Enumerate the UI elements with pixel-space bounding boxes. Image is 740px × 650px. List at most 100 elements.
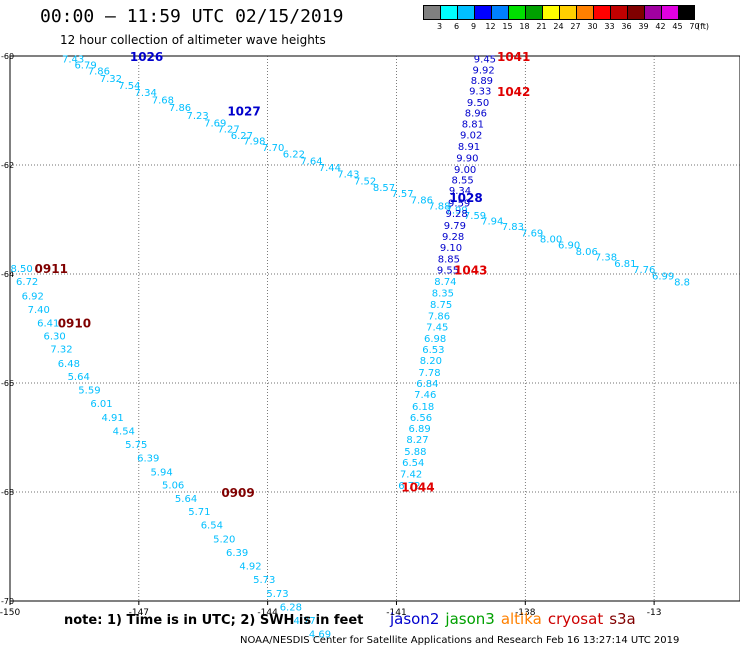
wave-height-point: 6.28: [280, 602, 302, 613]
wave-height-point: 8.75: [430, 300, 452, 311]
wave-height-point: 6.54: [402, 458, 424, 469]
time-label: 1043: [454, 264, 487, 278]
wave-height-point: 8.57: [373, 183, 395, 194]
legend-swatch: [423, 5, 440, 20]
legend-label: 42: [655, 22, 666, 31]
wave-height-point: 7.43: [337, 170, 359, 181]
wave-height-point: 7.52: [354, 176, 376, 187]
legend-swatch: [576, 5, 593, 20]
y-tick-label: -68: [1, 488, 14, 497]
legend-label: 9: [470, 22, 477, 31]
wave-height-point: 7.57: [391, 189, 413, 200]
wave-height-point: 7.32: [100, 74, 122, 85]
wave-height-point: 7.34: [135, 88, 157, 99]
legend-label: 18: [519, 22, 530, 31]
wave-height-point: 7.69: [521, 229, 543, 240]
wave-height-point: 9.50: [467, 98, 489, 109]
wave-height-point: 5.64: [175, 494, 197, 505]
wave-height-point: 7.64: [300, 157, 322, 168]
wave-height-point: 5.06: [162, 480, 184, 491]
satellite-name: jason3: [445, 610, 495, 628]
time-label: 1044: [401, 481, 434, 495]
wave-height-point: 8.96: [465, 109, 487, 120]
wave-height-point: 6.53: [422, 345, 444, 356]
wave-height-point: 7.43: [62, 55, 84, 66]
wave-height-point: 7.86: [428, 311, 450, 322]
wave-height-point: 6.84: [416, 379, 438, 390]
satellite-name: altika: [500, 610, 542, 628]
wave-height-point: 6.98: [424, 334, 446, 345]
wave-height-point: 7.78: [418, 368, 440, 379]
x-tick-label: -13: [647, 608, 662, 618]
wave-height-point: 8.74: [434, 277, 456, 288]
wave-height-point: 8.85: [438, 255, 460, 266]
wave-height-point: 7.70: [262, 143, 284, 154]
wave-height-point: 7.23: [187, 111, 209, 122]
y-tick-label: -62: [1, 161, 14, 170]
legend-label: 36: [621, 22, 632, 31]
wave-height-point: 7.38: [595, 253, 617, 264]
wave-height-point: 8.35: [432, 289, 454, 300]
wave-height-point: 7.86: [169, 103, 191, 114]
time-label: 0910: [58, 317, 91, 331]
legend-swatch: [542, 5, 559, 20]
y-tick-label: -66: [1, 379, 14, 388]
time-label: 1042: [497, 85, 530, 99]
time-label: 0911: [35, 262, 68, 276]
y-tick-label: -60: [1, 52, 14, 61]
wave-height-point: 9.00: [454, 165, 476, 176]
wave-height-point: 7.99: [445, 206, 467, 217]
legend-label: 21: [536, 22, 547, 31]
legend-unit: (ft): [697, 22, 710, 31]
wave-height-point: 7.59: [464, 211, 486, 222]
wave-height-point: 9.79: [444, 221, 466, 232]
wave-height-point: 9.59: [448, 199, 470, 210]
wave-height-point: 5.20: [213, 534, 235, 545]
x-tick-label: -141: [386, 608, 406, 618]
legend-label: 6: [453, 22, 460, 31]
wave-height-point: 6.81: [614, 259, 636, 270]
wave-height-point: 7.68: [152, 96, 174, 107]
time-label: 0909: [221, 486, 254, 500]
legend-swatch: [559, 5, 576, 20]
satellite-name: jason2: [390, 610, 440, 628]
wave-height-point: 8.8: [674, 278, 690, 289]
wave-height-point: 4.77: [293, 616, 315, 627]
wave-height-point: 7.98: [243, 136, 265, 147]
wave-height-point: 8.27: [406, 435, 428, 446]
satellite-name: s3a: [609, 610, 636, 628]
wave-height-point: 7.40: [28, 305, 50, 316]
wave-height-point: 6.89: [409, 424, 431, 435]
time-label: 1028: [449, 191, 482, 205]
legend-label: 70: [689, 22, 700, 31]
wave-height-point: 8.91: [458, 142, 480, 153]
legend-swatch: [474, 5, 491, 20]
wave-height-point: 5.71: [188, 507, 210, 518]
wave-height-point: 4.54: [113, 426, 135, 437]
legend-label: 12: [485, 22, 496, 31]
wave-height-point: 5.64: [68, 372, 90, 383]
wave-height-point: 6.39: [137, 454, 159, 465]
wave-height-point: 6.72: [398, 481, 420, 492]
wave-height-point: 7.76: [633, 265, 655, 276]
wave-height-point: 4.92: [239, 562, 261, 573]
time-label: 1027: [227, 105, 260, 119]
wave-height-point: 7.44: [319, 163, 341, 174]
wave-height-point: 6.99: [652, 272, 674, 283]
legend-swatch: [457, 5, 474, 20]
wave-height-point: 4.91: [101, 413, 123, 424]
legend-label: 33: [604, 22, 615, 31]
wave-height-point: 5.59: [78, 386, 100, 397]
wave-height-point: 6.54: [201, 521, 223, 532]
wave-height-point: 8.50: [10, 264, 32, 275]
wave-height-point: 7.86: [411, 195, 433, 206]
wave-height-point: 7.86: [88, 67, 110, 78]
wave-height-point: 7.45: [426, 322, 448, 333]
wave-height-point: 4.69: [309, 630, 331, 641]
wave-height-point: 6.22: [283, 150, 305, 161]
y-tick-label: -70: [1, 597, 14, 606]
wave-height-point: 7.54: [118, 81, 140, 92]
wave-height-point: 7.88: [428, 201, 450, 212]
legend-swatch: [440, 5, 457, 20]
